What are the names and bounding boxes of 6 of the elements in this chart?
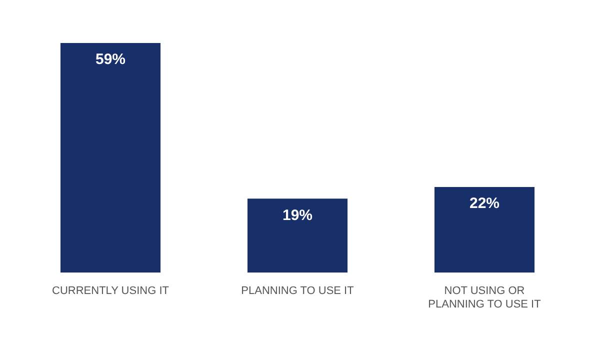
data-label: 22% bbox=[469, 195, 500, 212]
x-tick-label: PLANNING TO USE IT bbox=[241, 285, 354, 298]
x-tick-label: CURRENTLY USING IT bbox=[52, 285, 170, 298]
data-label: 59% bbox=[95, 51, 126, 68]
data-label: 19% bbox=[282, 206, 313, 224]
x-tick-label: NOT USING OR PLANNING TO USE IT bbox=[428, 285, 542, 310]
